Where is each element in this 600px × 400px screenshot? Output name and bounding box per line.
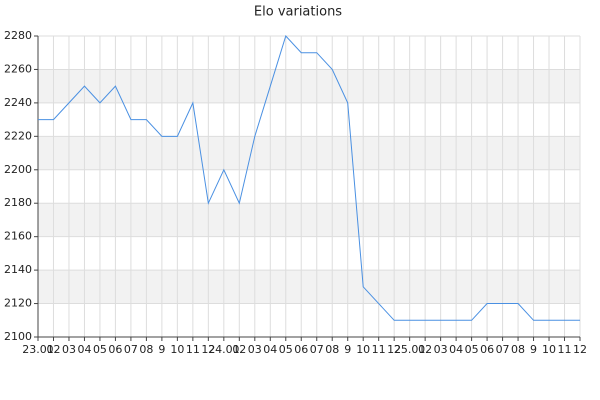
- x-tick-label: 07: [310, 343, 324, 356]
- y-tick-label: 2260: [4, 62, 32, 75]
- x-tick-label: 05: [465, 343, 479, 356]
- x-tick-label: 11: [372, 343, 386, 356]
- y-tick-label: 2280: [4, 29, 32, 42]
- x-tick-label: 12: [573, 343, 587, 356]
- x-tick-label: 23.01: [22, 343, 54, 356]
- x-tick-label: 10: [170, 343, 184, 356]
- x-tick-label: 05: [93, 343, 107, 356]
- grid-band: [38, 270, 580, 304]
- grid-band: [38, 203, 580, 237]
- x-tick-label: 03: [62, 343, 76, 356]
- x-tick-label: 03: [248, 343, 262, 356]
- x-tick-label: 11: [558, 343, 572, 356]
- x-tick-label: 11: [186, 343, 200, 356]
- x-tick-label: 9: [530, 343, 537, 356]
- chart-title: Elo variations: [254, 5, 342, 20]
- x-tick-label: 12: [201, 343, 215, 356]
- y-tick-label: 2120: [4, 297, 32, 310]
- x-tick-label: 08: [325, 343, 339, 356]
- x-tick-label: 04: [449, 343, 463, 356]
- x-tick-label: 08: [139, 343, 153, 356]
- grid-band: [38, 69, 580, 103]
- y-tick-label: 2240: [4, 96, 32, 109]
- x-tick-label: 10: [356, 343, 370, 356]
- x-tick-label: 07: [496, 343, 510, 356]
- x-tick-label: 12: [387, 343, 401, 356]
- y-tick-label: 2140: [4, 263, 32, 276]
- x-tick-label: 04: [77, 343, 91, 356]
- x-tick-label: 06: [108, 343, 122, 356]
- y-tick-label: 2220: [4, 129, 32, 142]
- grid-band: [38, 136, 580, 170]
- x-tick-label: 02: [418, 343, 432, 356]
- y-tick-label: 2180: [4, 196, 32, 209]
- x-tick-label: 25.01: [394, 343, 426, 356]
- y-tick-label: 2100: [4, 330, 32, 343]
- x-tick-label: 08: [511, 343, 525, 356]
- x-tick-label: 9: [344, 343, 351, 356]
- x-tick-label: 02: [232, 343, 246, 356]
- data-line: [38, 35, 580, 321]
- x-tick-label: 02: [46, 343, 60, 356]
- x-tick-label: 05: [279, 343, 293, 356]
- x-tick-label: 06: [480, 343, 494, 356]
- y-tick-label: 2160: [4, 230, 32, 243]
- y-tick-label: 2200: [4, 163, 32, 176]
- x-tick-label: 10: [542, 343, 556, 356]
- x-tick-label: 24.01: [208, 343, 240, 356]
- x-tick-label: 07: [124, 343, 138, 356]
- x-tick-label: 06: [294, 343, 308, 356]
- x-tick-label: 04: [263, 343, 277, 356]
- x-tick-label: 03: [434, 343, 448, 356]
- x-tick-label: 9: [158, 343, 165, 356]
